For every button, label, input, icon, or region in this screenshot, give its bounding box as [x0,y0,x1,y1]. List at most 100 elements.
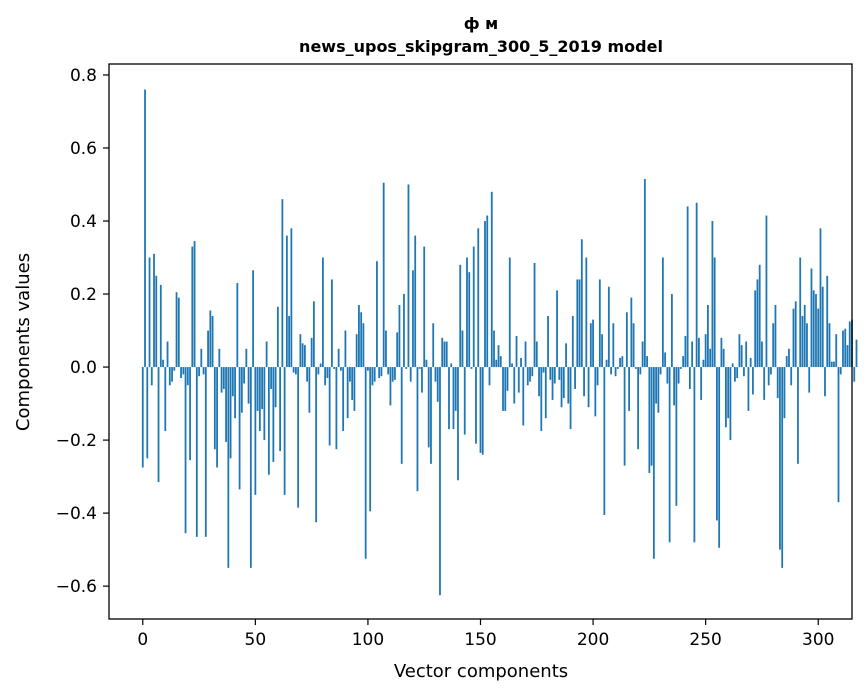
bar-115 [400,367,403,464]
bar-193 [576,279,579,368]
bar-142 [461,330,464,368]
y-tick-label: 0.2 [70,285,97,305]
bar-126 [425,359,428,368]
bar-130 [434,367,437,382]
bars-group [141,89,858,596]
bar-292 [799,257,802,368]
bar-26 [200,348,203,368]
bar-202 [596,367,599,386]
bar-38 [227,367,230,568]
bar-110 [389,367,392,406]
bar-269 [747,367,750,411]
bar-30 [209,310,212,368]
bar-263 [734,367,736,382]
bar-225 [648,367,651,473]
bar-70 [299,334,302,368]
bar-183 [553,367,556,384]
bar-56 [267,367,270,475]
bar-220 [637,367,640,450]
bar-227 [652,367,655,559]
bar-39 [229,367,232,459]
bar-10 [164,367,167,431]
bar-47 [247,367,250,404]
bar-243 [688,367,691,389]
bar-168 [520,357,522,368]
bar-307 [833,361,835,368]
bar-165 [513,367,516,404]
y-axis-label: Components values [13,253,34,431]
bar-229 [657,367,660,413]
bar-180 [547,315,549,368]
bar-234 [668,367,671,543]
bar-256 [718,367,721,548]
bar-151 [481,367,484,455]
bar-85 [333,367,336,369]
bar-278 [767,367,770,386]
bar-259 [725,367,727,428]
bar-222 [641,341,644,368]
bar-88 [340,367,342,371]
bar-79 [319,363,322,368]
bar-69 [297,367,300,508]
bar-277 [765,215,768,368]
bar-211 [616,367,619,369]
bar-313 [846,345,849,368]
bar-248 [700,367,703,400]
bar-210 [614,367,617,377]
bar-7 [157,367,160,483]
bar-253 [711,221,714,368]
bar-219 [634,367,637,369]
bar-205 [603,367,606,515]
bar-170 [524,341,527,368]
bar-299 [815,294,817,368]
bar-189 [567,367,570,404]
bar-197 [585,257,588,368]
bar-118 [407,184,410,368]
bar-215 [625,312,628,368]
bar-276 [763,367,766,400]
bar-146 [470,367,473,369]
bar-175 [535,341,538,368]
bar-294 [803,304,806,368]
bar-63 [283,367,286,495]
bar-16 [177,297,180,368]
bar-281 [774,304,777,368]
bar-309 [837,367,840,503]
bar-111 [391,367,394,382]
bar-182 [551,367,554,400]
bar-43 [238,367,241,490]
bar-112 [394,367,396,380]
bar-107 [382,182,385,368]
bar-264 [736,367,739,379]
bar-51 [256,367,259,411]
bar-93 [351,367,354,400]
bar-176 [538,367,540,397]
bar-275 [761,341,763,368]
bar-194 [578,279,581,368]
bar-48 [249,367,252,568]
bar-298 [812,290,815,368]
bar-116 [403,294,405,368]
bar-17 [180,367,182,379]
bar-123 [418,367,421,369]
bar-244 [691,341,694,368]
bar-199 [589,323,592,368]
bar-99 [364,367,367,559]
bar-74 [308,367,311,413]
bar-164 [511,363,513,368]
bar-188 [565,343,567,368]
bar-41 [234,367,236,419]
bar-242 [686,206,689,368]
bar-209 [612,323,615,368]
bar-167 [517,367,520,393]
bar-295 [806,323,808,368]
bar-13 [171,367,173,382]
bar-120 [412,270,414,368]
bar-61 [279,367,282,452]
bar-162 [506,367,509,391]
bar-8 [159,284,162,368]
bar-288 [790,367,793,386]
bar-282 [776,367,779,399]
bar-186 [560,367,563,408]
